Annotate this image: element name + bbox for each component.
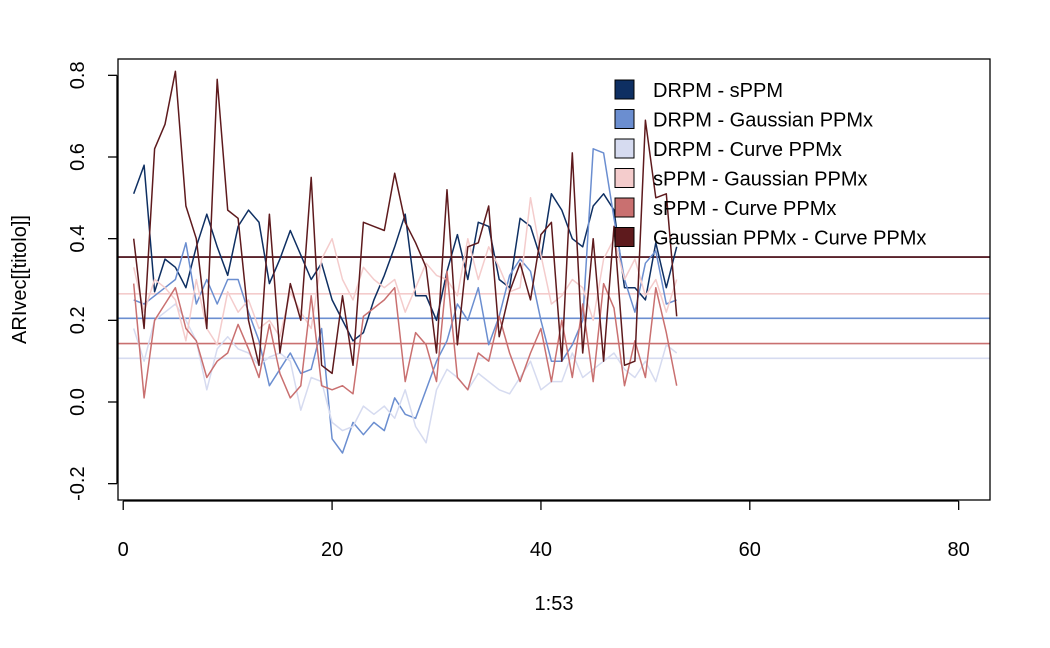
legend-label-sppm-curve-ppmx: sPPM - Curve PPMx [653, 198, 836, 220]
legend-label-drpm-gaussian-ppmx: DRPM - Gaussian PPMx [653, 110, 873, 132]
series-line-drpm-gaussian-ppmx [133, 148, 677, 454]
x-tick-label: 0 [118, 539, 129, 561]
series-line-sppm-curve-ppmx [132, 270, 678, 399]
series-line-drpm-curve-ppmx [132, 303, 678, 444]
legend: DRPM - sPPM DRPM - Gaussian PPMx DRPM - Cu… [614, 79, 926, 250]
legend-label-gaussian-ppmx-curve-ppmx: Gaussian PPMx - Curve PPMx [653, 228, 926, 250]
x-axis: 0 20 40 60 80 [118, 500, 970, 561]
series-line-gaussian-ppmx-curve-ppmx [132, 70, 678, 375]
legend-swatch-drpm-gaussian-ppmx [614, 109, 635, 129]
plot-frame [117, 58, 991, 501]
y-axis-title: ARIvec[[titolo]] [9, 215, 31, 344]
legend-swatch-drpm-sppm [614, 79, 635, 100]
series-line-sppm-gaussian-ppmx [132, 197, 678, 346]
x-tick-label: 20 [321, 539, 343, 561]
legend-label-drpm-curve-ppmx: DRPM - Curve PPMx [653, 139, 842, 161]
x-tick-label: 60 [739, 539, 761, 561]
legend-swatch-sppm-gaussian-ppmx [614, 168, 635, 188]
y-axis: -0.2 0.0 0.2 0.4 0.6 0.8 [67, 61, 118, 501]
legend-label-sppm-gaussian-ppmx: sPPM - Gaussian PPMx [653, 169, 868, 191]
legend-label-drpm-sppm: DRPM - sPPM [653, 80, 783, 102]
legend-swatch-sppm-curve-ppmx [614, 197, 635, 218]
x-tick-label: 80 [948, 539, 970, 561]
y-tick-label: 0.6 [67, 143, 89, 171]
legend-swatch-drpm-curve-ppmx [614, 138, 635, 159]
y-tick-label: 0.0 [67, 388, 89, 416]
y-tick-label: -0.2 [67, 466, 89, 500]
plot-area [118, 70, 990, 454]
series-line-drpm-sppm [132, 164, 678, 342]
y-tick-label: 0.8 [67, 61, 89, 89]
x-tick-label: 40 [530, 539, 552, 561]
y-tick-label: 0.2 [67, 306, 89, 334]
legend-swatch-gaussian-ppmx-curve-ppmx [614, 227, 635, 247]
y-tick-label: 0.4 [67, 225, 89, 253]
x-axis-title: 1:53 [535, 593, 574, 615]
